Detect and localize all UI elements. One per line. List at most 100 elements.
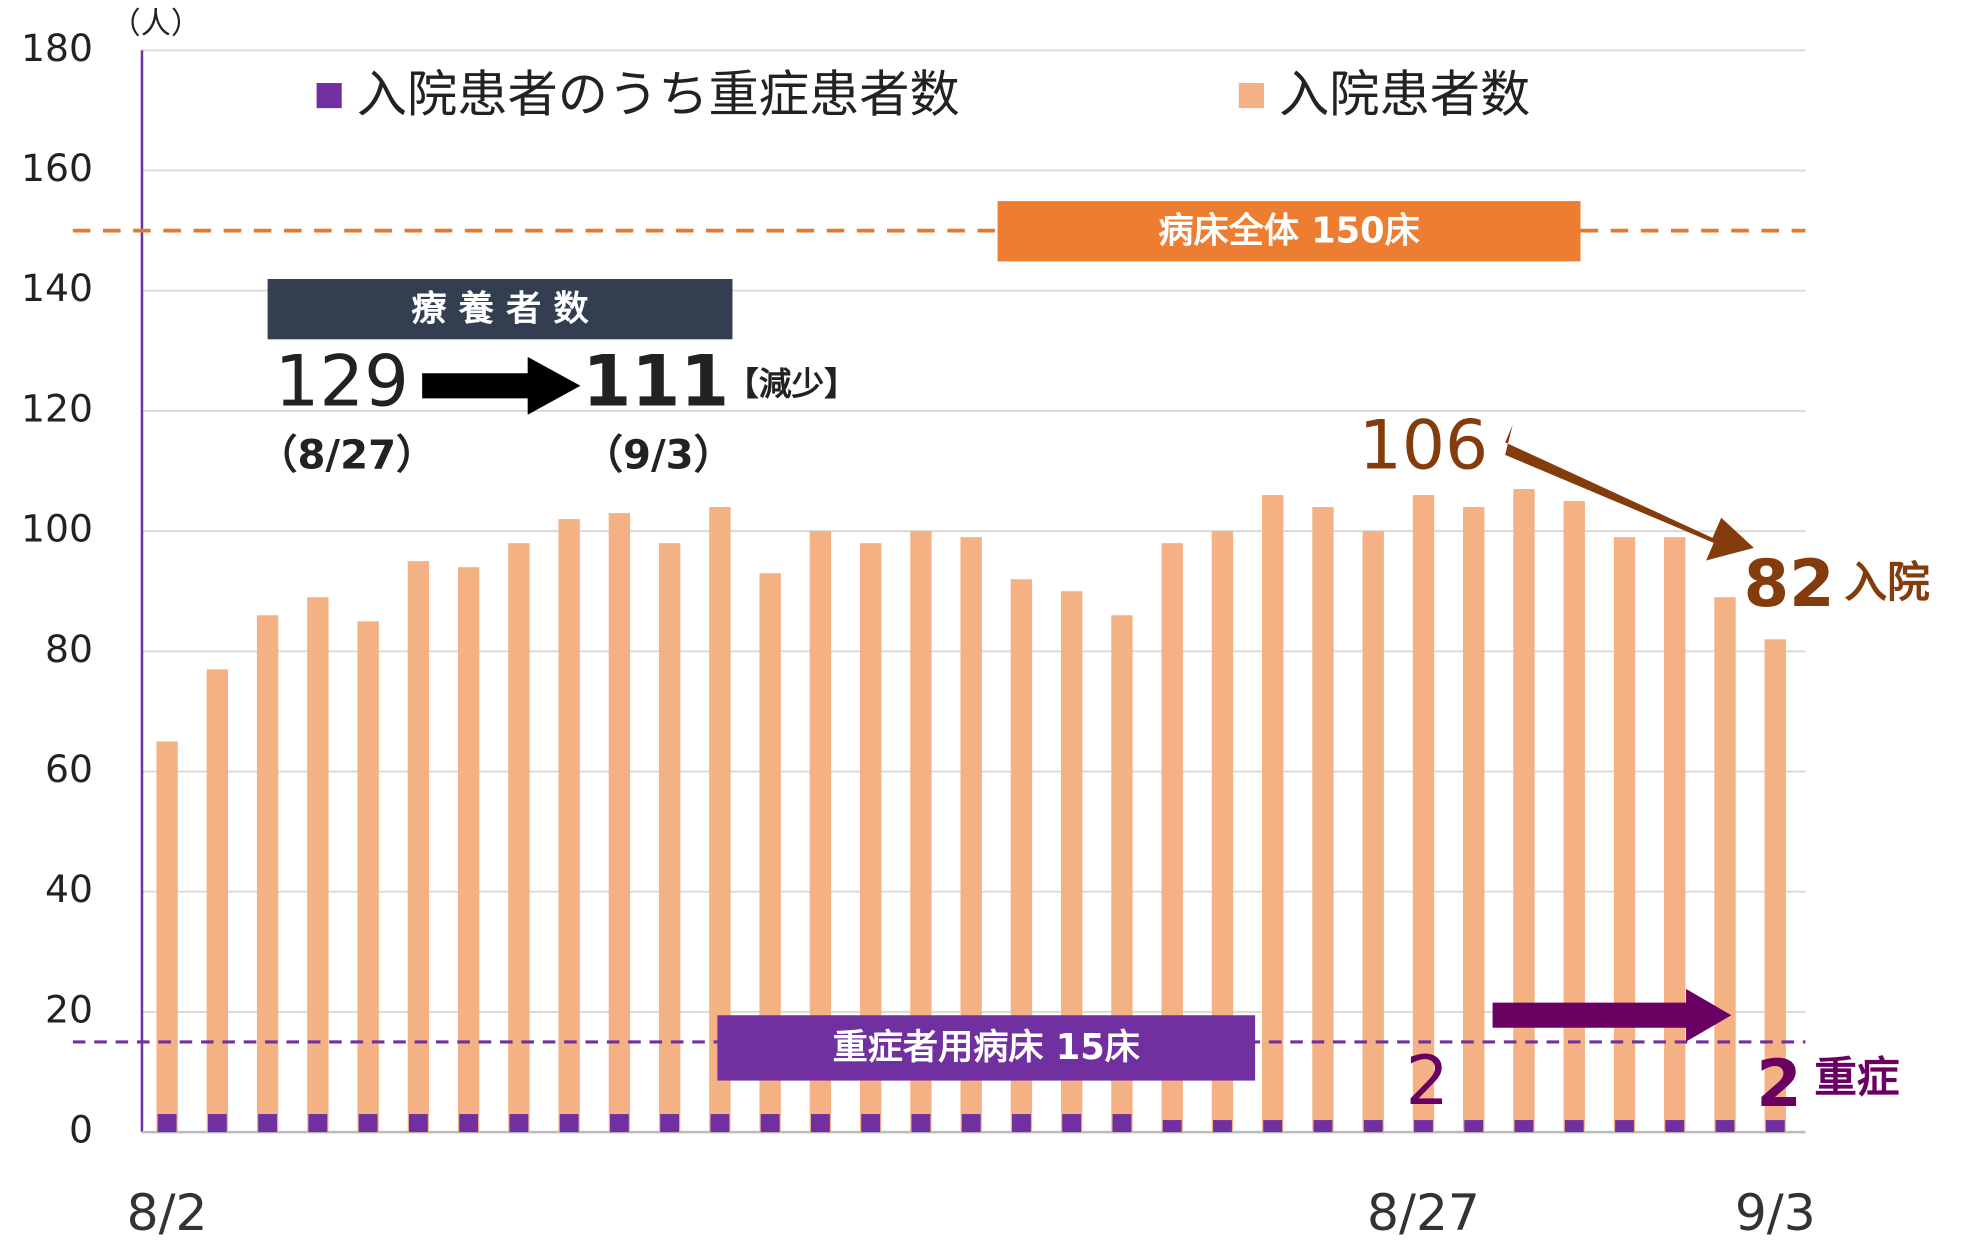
severe-bar	[1313, 1120, 1333, 1133]
bar	[1312, 507, 1334, 1133]
annotation: 重症	[1814, 1053, 1899, 1103]
severe-bar	[1062, 1114, 1082, 1133]
y-tick-label: 40	[45, 867, 93, 911]
unit-label: （人）	[111, 7, 201, 42]
severe-bar	[358, 1114, 378, 1133]
severe-bar	[258, 1114, 278, 1133]
annotation: 2	[1756, 1046, 1801, 1122]
bar	[1061, 591, 1083, 1133]
bar	[960, 537, 982, 1133]
bar	[1764, 639, 1786, 1133]
severe-bar	[1112, 1114, 1132, 1133]
severe-bar	[1162, 1120, 1182, 1133]
severe-bar	[509, 1114, 529, 1133]
ref-box	[997, 201, 1581, 262]
bar	[1362, 531, 1384, 1133]
arrow	[1492, 988, 1732, 1042]
severe-bar	[760, 1114, 780, 1133]
ref-box	[717, 1015, 1256, 1081]
severe-bar	[861, 1114, 881, 1133]
severe-bar	[660, 1114, 680, 1133]
annotation: 2	[1406, 1041, 1449, 1120]
legend-label: 入院患者数	[1279, 65, 1530, 124]
severe-bar	[1564, 1120, 1584, 1133]
bar	[658, 543, 681, 1133]
legend-label: 入院患者のうち重症患者数	[357, 65, 960, 124]
severe-bar	[810, 1114, 830, 1133]
bar	[1664, 537, 1686, 1133]
bar	[1563, 501, 1585, 1133]
annotation: 106	[1359, 405, 1488, 484]
severe-bar	[1665, 1120, 1685, 1133]
severe-bar	[308, 1114, 328, 1133]
ref-label: 病床全体 150床	[1158, 211, 1420, 252]
bar	[357, 621, 379, 1133]
note-date: （9/3）	[583, 432, 734, 478]
note-date: （8/27）	[257, 432, 436, 478]
annotation: 入院	[1844, 558, 1929, 608]
note-title: 療 養 者 数	[411, 288, 589, 329]
severe-bar	[207, 1114, 227, 1133]
bar	[307, 597, 329, 1133]
severe-bar	[609, 1114, 629, 1133]
severe-bar	[961, 1114, 981, 1133]
severe-bar	[1263, 1120, 1283, 1133]
arrow	[1505, 424, 1754, 561]
note-text: 【減少】	[726, 365, 857, 403]
bar	[1111, 615, 1133, 1133]
annotation: 82	[1744, 546, 1835, 622]
severe-bar	[1514, 1120, 1534, 1133]
bar	[1010, 579, 1033, 1133]
bar	[1161, 543, 1183, 1133]
y-tick-label: 140	[21, 266, 93, 310]
bar	[809, 531, 832, 1133]
severe-bar	[1012, 1114, 1031, 1133]
y-tick-label: 0	[69, 1108, 93, 1152]
bar	[1613, 537, 1636, 1133]
y-tick-label: 80	[45, 627, 93, 671]
x-tick-label: 8/27	[1367, 1183, 1480, 1242]
severe-bar	[1715, 1120, 1735, 1133]
bar	[508, 543, 530, 1133]
bar	[910, 531, 932, 1133]
bar	[859, 543, 882, 1133]
severe-bar	[459, 1114, 479, 1133]
y-tick-label: 100	[21, 507, 93, 551]
severe-bar	[1414, 1120, 1433, 1133]
severe-bar	[559, 1114, 579, 1133]
ref-label: 重症者用病床 15床	[833, 1027, 1141, 1068]
severe-bar	[1615, 1120, 1634, 1133]
y-tick-label: 60	[45, 747, 93, 791]
note-value: 129	[275, 340, 409, 422]
bar	[457, 567, 480, 1133]
legend-swatch	[316, 83, 342, 109]
bar	[1513, 489, 1535, 1133]
bar	[1714, 597, 1736, 1133]
bar	[206, 669, 229, 1133]
bar	[1211, 531, 1234, 1133]
severe-bar	[1765, 1120, 1785, 1133]
legend-swatch	[1238, 83, 1264, 109]
y-tick-label: 160	[21, 146, 93, 190]
y-tick-label: 120	[21, 386, 93, 430]
note-box	[267, 279, 733, 340]
severe-bar	[1213, 1120, 1232, 1133]
bar	[709, 507, 731, 1133]
bar	[1412, 495, 1435, 1133]
bars	[156, 489, 1786, 1133]
severe-bar	[408, 1114, 428, 1133]
x-tick-label: 9/3	[1735, 1183, 1816, 1242]
arrow	[422, 356, 581, 415]
x-tick-label: 8/2	[127, 1183, 208, 1242]
severe-bar	[1464, 1120, 1484, 1133]
bar	[1463, 507, 1485, 1133]
bar	[256, 615, 279, 1133]
bar	[156, 741, 178, 1133]
bar	[407, 561, 430, 1133]
bar	[1262, 495, 1284, 1133]
severe-bar	[157, 1114, 177, 1133]
note-value: 111	[582, 340, 729, 422]
bar	[608, 513, 631, 1133]
severe-bar	[1363, 1120, 1383, 1133]
